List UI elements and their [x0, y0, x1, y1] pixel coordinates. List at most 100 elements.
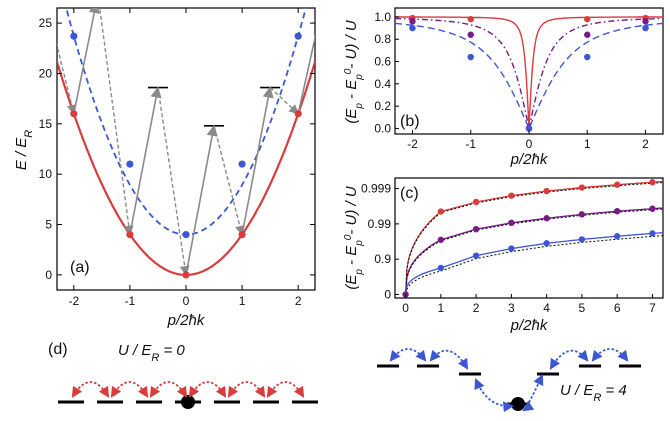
panel-b-ylabel: (Ep - Ep0- U) / U	[343, 20, 365, 124]
y-tick-label: 0	[384, 287, 391, 301]
data-point	[613, 233, 621, 240]
panel-a-frame	[56, 7, 316, 291]
y-tick-label: 0.99	[368, 217, 392, 231]
data-point	[508, 219, 515, 227]
point-free	[294, 110, 302, 118]
series-curve	[395, 22, 663, 131]
panel-a-y-ticks: 0 5 10 15 20 25	[39, 16, 315, 282]
x-tick-label: 4	[543, 301, 550, 315]
data-point	[649, 205, 656, 212]
series-dotted-fit	[405, 208, 663, 296]
data-point	[525, 125, 533, 132]
data-point	[613, 207, 621, 215]
x-tick-label: 2	[473, 301, 480, 315]
data-point	[437, 236, 445, 243]
hopping-arrow	[522, 374, 544, 412]
data-point	[472, 225, 480, 233]
point-interacting	[294, 32, 302, 40]
data-point	[409, 18, 416, 25]
point-free	[70, 110, 78, 118]
data-point	[584, 15, 591, 23]
panel-c-frame	[394, 177, 664, 299]
transition-arrow	[73, 8, 100, 114]
x-tick-label: 3	[508, 301, 515, 315]
y-tick-label: 10	[39, 167, 53, 181]
y-tick-label: 0.2	[374, 99, 391, 113]
data-point	[578, 236, 586, 243]
transition-arrow	[297, 11, 315, 114]
data-point	[437, 208, 445, 215]
y-tick-label: 0.6	[374, 55, 391, 69]
data-point	[508, 192, 515, 199]
series-dotted-fit	[405, 182, 663, 296]
y-tick-label: 0.8	[374, 32, 391, 46]
panel-c: 0 1 2 3 4 5 6 7 0 0.9 0.99 0.999 (c) p/2ħk (Ep - E…	[343, 177, 664, 334]
panel-c-xlabel: p/2ħk	[510, 317, 549, 334]
transition-arrow-dashed	[57, 42, 77, 115]
hopping-arrow	[474, 378, 515, 413]
hopping-arrow	[389, 348, 427, 362]
point-interacting	[238, 160, 246, 168]
panel-b-xlabel: p/2ħk	[510, 151, 549, 168]
y-tick-label: 0.0	[374, 121, 391, 135]
panel-d-right-caption: U / ER = 4	[560, 382, 627, 404]
panel-c-ylabel: (Ep - Ep0- U) / U	[343, 186, 365, 290]
point-interacting	[126, 160, 134, 168]
hopping-arrow	[591, 348, 629, 362]
x-tick-label: 5	[579, 301, 586, 315]
y-tick-label: 5	[45, 218, 52, 232]
panel-b-y-ticks: 0.0 0.2 0.4 0.6 0.8 1.0	[374, 10, 399, 135]
panel-a-clip-group	[57, 8, 315, 279]
data-point	[584, 31, 591, 38]
x-tick-label: 0	[183, 294, 190, 308]
hopping-arrow	[188, 381, 227, 398]
panel-c-clip-group	[402, 179, 663, 298]
panel-c-plot	[402, 179, 663, 298]
panel-a-xlabel: p/2ħk	[167, 312, 206, 329]
hopping-arrow	[149, 381, 188, 398]
panel-a-ylabel: E / ER	[13, 130, 35, 171]
hopping-arrow	[71, 381, 110, 398]
transition-arrow	[129, 86, 162, 235]
panel-d: (d) U / ER = 0 U / ER = 4	[48, 341, 641, 413]
transition-arrow-dashed	[99, 8, 134, 236]
y-tick-label: 25	[39, 16, 53, 30]
data-point	[467, 31, 474, 38]
point-interacting	[70, 32, 78, 40]
panel-c-label: (c)	[400, 185, 419, 202]
particle	[181, 395, 195, 409]
particle	[511, 397, 525, 411]
series-dotted-fit	[405, 235, 663, 298]
transition-arrow-dashed	[157, 87, 190, 276]
x-tick-label: 1	[239, 294, 246, 308]
x-tick-label: 2	[642, 137, 649, 151]
panel-b-label: (b)	[400, 113, 420, 130]
x-tick-label: 6	[614, 301, 621, 315]
panel-c-y-ticks: 0 0.9 0.99 0.999	[361, 182, 399, 301]
x-tick-label: -1	[125, 294, 136, 308]
panel-b: -2 -1 0 1 2 0.0 0.2 0.4 0.6 0.8 1.0 (b) p/2ħk (Ep…	[343, 7, 664, 168]
y-tick-label: 0.4	[374, 77, 391, 91]
data-point	[467, 53, 474, 61]
panel-c-x-ticks: 0 1 2 3 4 5 6 7	[402, 294, 656, 315]
panel-d-right-lattice	[377, 348, 641, 413]
panel-a: -2 -1 0 1 2 0 5 10 15 20 25 (a) p/2ħk E / ER	[13, 7, 316, 329]
hopping-arrow	[266, 381, 305, 398]
data-point	[472, 198, 480, 206]
data-point	[437, 264, 445, 272]
hopping-arrow	[110, 381, 149, 398]
panel-b-plot	[395, 14, 663, 132]
data-point	[584, 53, 591, 61]
data-point	[642, 18, 649, 25]
x-tick-label: -2	[68, 294, 79, 308]
hopping-arrow	[227, 381, 266, 398]
data-point	[472, 252, 480, 259]
x-tick-label: 1	[584, 137, 591, 151]
series-interacting-curve	[65, 8, 307, 236]
series-curve	[404, 231, 663, 295]
x-tick-label: 7	[649, 301, 656, 315]
data-point	[649, 230, 656, 237]
data-point	[543, 215, 550, 222]
transition-arrow	[241, 86, 274, 235]
y-tick-label: 20	[39, 66, 53, 80]
